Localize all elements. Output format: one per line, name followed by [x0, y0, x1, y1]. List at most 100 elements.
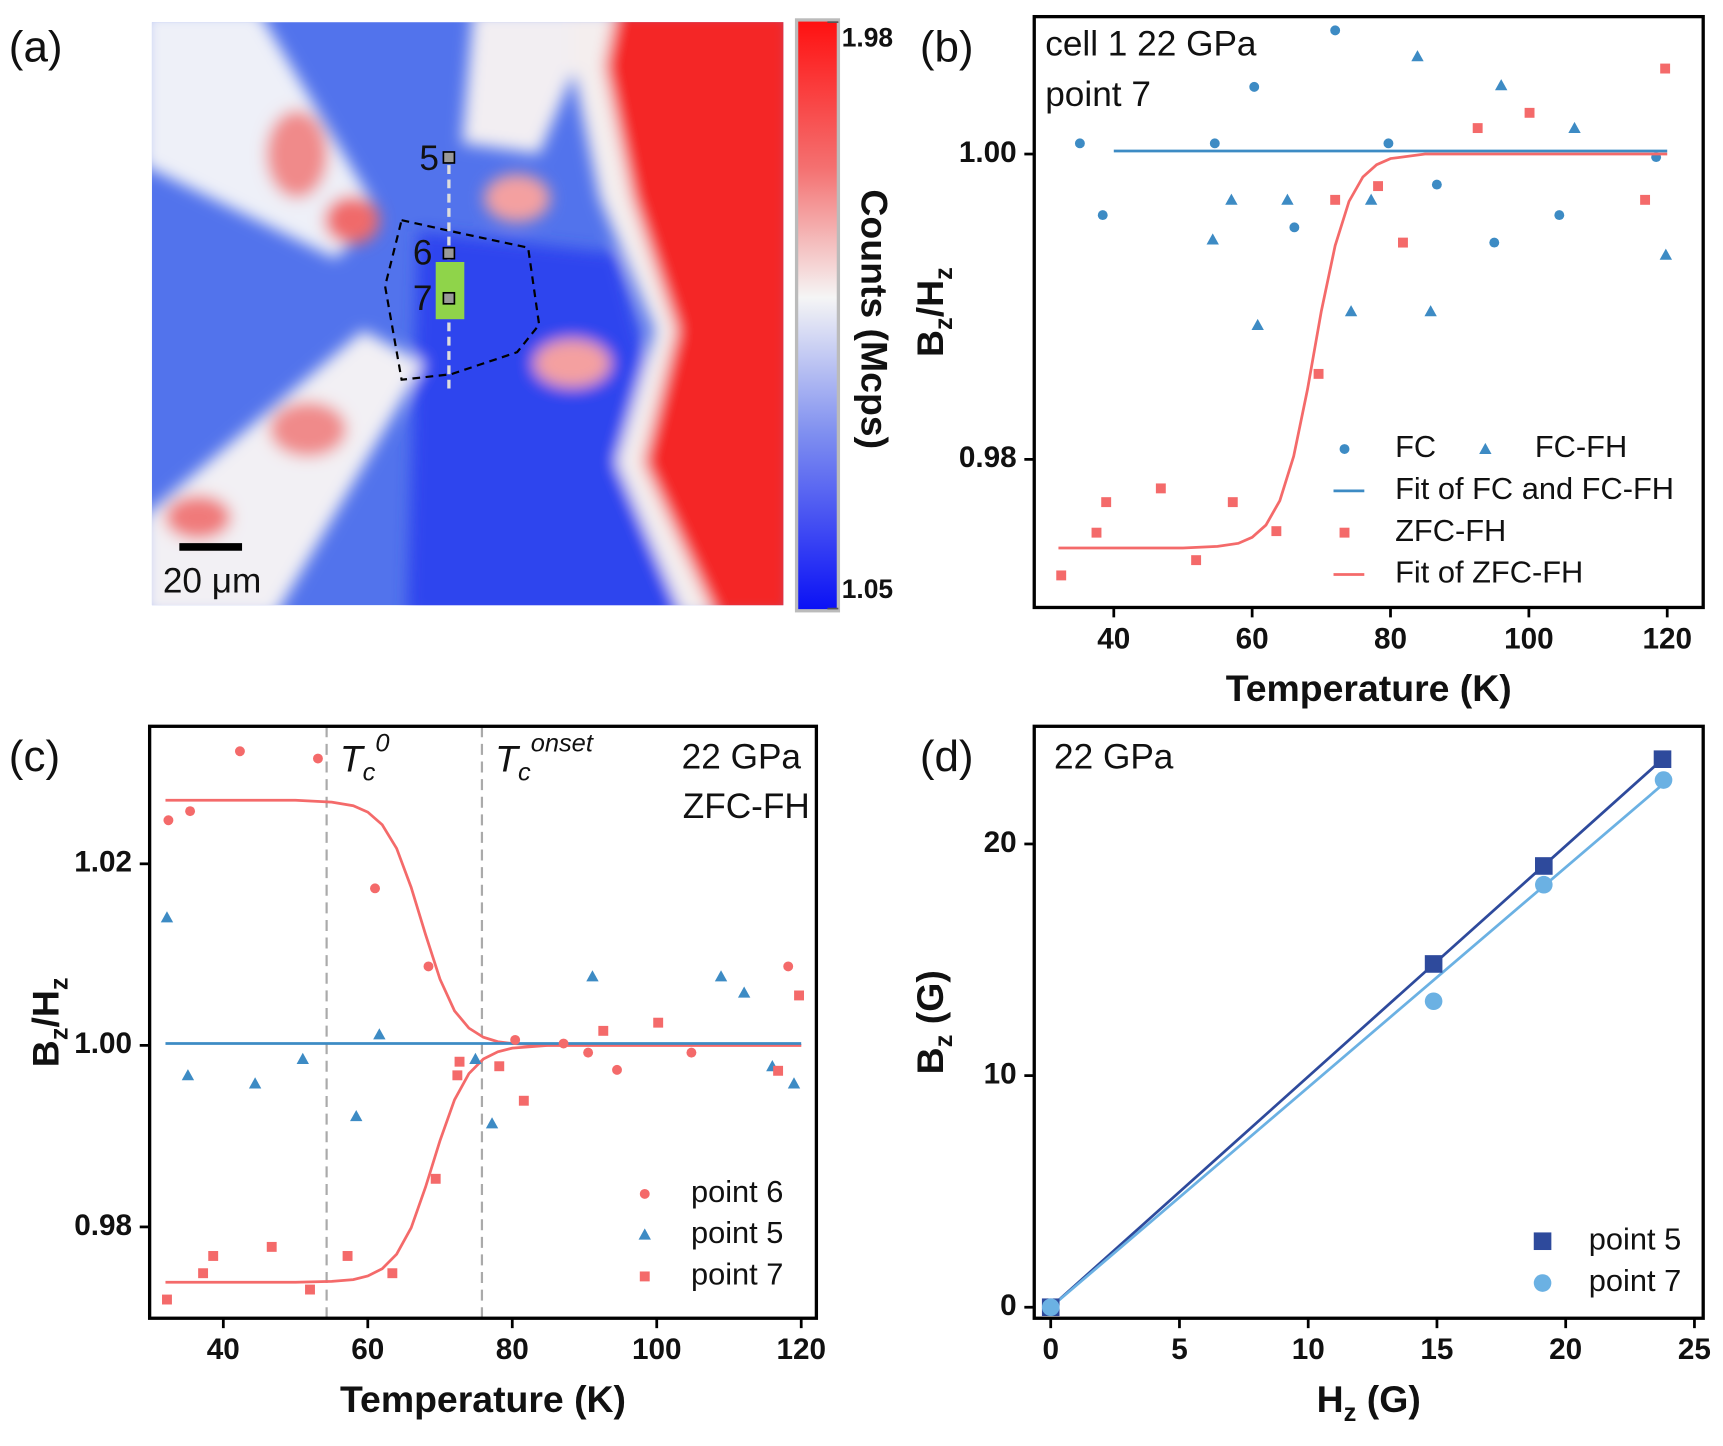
legend-swatch — [1533, 1232, 1552, 1251]
marker — [1227, 497, 1238, 508]
marker — [198, 1268, 209, 1279]
x-axis-label: Temperature (K) — [1226, 667, 1512, 709]
legend-swatch — [639, 1271, 650, 1282]
y-axis-label-part: B — [909, 1047, 951, 1074]
legend-label: Fit of ZFC-FH — [1395, 555, 1583, 590]
marker — [1330, 194, 1341, 205]
marker — [342, 1251, 353, 1261]
plot-frame — [1032, 724, 1705, 1320]
marker — [1074, 138, 1085, 149]
marker — [430, 1173, 441, 1184]
reference-label-part: c — [518, 758, 531, 786]
annotation: 22 GPa — [1054, 738, 1174, 777]
marker — [1495, 79, 1508, 91]
marker — [494, 1061, 505, 1072]
marker — [485, 1117, 499, 1129]
marker — [1101, 497, 1112, 508]
x-tick-label: 40 — [207, 1333, 240, 1366]
marker — [1653, 750, 1672, 768]
legend-swatch — [639, 1188, 650, 1199]
fit-line — [165, 798, 802, 1047]
annotation: 22 GPa — [682, 738, 802, 777]
y-axis-label-part: (G) — [909, 970, 951, 1034]
marker — [373, 1028, 386, 1040]
colorbar-tick-label: 1.98 — [842, 23, 893, 53]
point-marker — [442, 246, 456, 260]
colorbar-tick-label: 1.05 — [842, 574, 893, 604]
marker — [1373, 181, 1384, 192]
y-tick-label: 0 — [1000, 1289, 1017, 1322]
y-tick-label: 20 — [984, 826, 1017, 859]
marker — [1289, 222, 1300, 233]
region-outline — [383, 218, 541, 381]
fit-line — [1049, 758, 1664, 1309]
marker — [1535, 857, 1553, 875]
x-axis-label-part: z — [1344, 1399, 1357, 1427]
annotation: cell 1 22 GPa — [1045, 25, 1257, 64]
point-label: 5 — [419, 139, 439, 178]
y-axis-label: Bz (G) — [909, 970, 958, 1074]
reference-label-part: T — [340, 737, 366, 779]
marker — [598, 1025, 609, 1036]
marker — [1659, 248, 1673, 260]
marker — [686, 1047, 697, 1058]
marker — [181, 1069, 195, 1081]
x-tick-label: 100 — [632, 1333, 682, 1366]
marker — [1535, 875, 1553, 894]
marker — [1225, 193, 1238, 205]
x-tick-label: 15 — [1420, 1333, 1453, 1366]
map-region — [605, 22, 784, 606]
x-tick-label: 40 — [1097, 622, 1130, 655]
reference-label: Tc0 — [340, 729, 390, 786]
x-axis-label: Temperature (K) — [340, 1378, 626, 1420]
legend-label: ZFC-FH — [1395, 513, 1506, 548]
marker — [583, 1047, 594, 1058]
panel-label: (c) — [9, 732, 60, 781]
marker — [510, 1034, 521, 1045]
marker — [1554, 210, 1565, 221]
marker — [160, 911, 174, 923]
reference-label-part: T — [495, 737, 521, 779]
marker — [162, 1294, 172, 1305]
map-region — [484, 173, 551, 223]
legend-label: FC-FH — [1535, 429, 1627, 464]
y-axis-label-part: z — [45, 977, 73, 990]
y-axis-label-part: B — [24, 1040, 66, 1067]
x-axis-label: Hz (G) — [1317, 1378, 1421, 1427]
y-axis-label: Bz/Hz — [24, 977, 73, 1067]
y-axis-label-part: z — [930, 317, 958, 330]
y-axis-label-part: /H — [909, 280, 951, 317]
marker — [1654, 771, 1673, 789]
point-marker — [442, 291, 456, 305]
marker — [452, 1070, 463, 1081]
marker — [266, 1241, 277, 1252]
annotation: point 7 — [1045, 75, 1151, 114]
point-label: 7 — [413, 279, 433, 318]
map-region — [407, 231, 713, 606]
marker — [1383, 138, 1394, 149]
marker — [794, 990, 805, 1001]
map-region — [165, 495, 232, 540]
map-region — [269, 401, 347, 457]
marker — [586, 970, 599, 982]
marker — [612, 1064, 622, 1075]
marker — [1056, 570, 1067, 581]
marker — [1489, 237, 1500, 248]
marker — [787, 1077, 801, 1089]
marker — [1431, 179, 1442, 190]
marker — [1209, 138, 1220, 149]
legend-label: point 7 — [1589, 1263, 1681, 1298]
marker — [1206, 233, 1219, 245]
marker — [312, 753, 323, 764]
map-region — [151, 330, 424, 606]
marker — [1249, 81, 1260, 92]
marker — [737, 986, 751, 998]
highlight — [435, 261, 465, 320]
marker — [1271, 526, 1282, 537]
x-axis-label-part: H — [1317, 1378, 1344, 1420]
legend-label: point 5 — [1589, 1221, 1681, 1256]
fit-line — [165, 1043, 802, 1284]
x-axis-label-part: Temperature (K) — [340, 1378, 626, 1420]
